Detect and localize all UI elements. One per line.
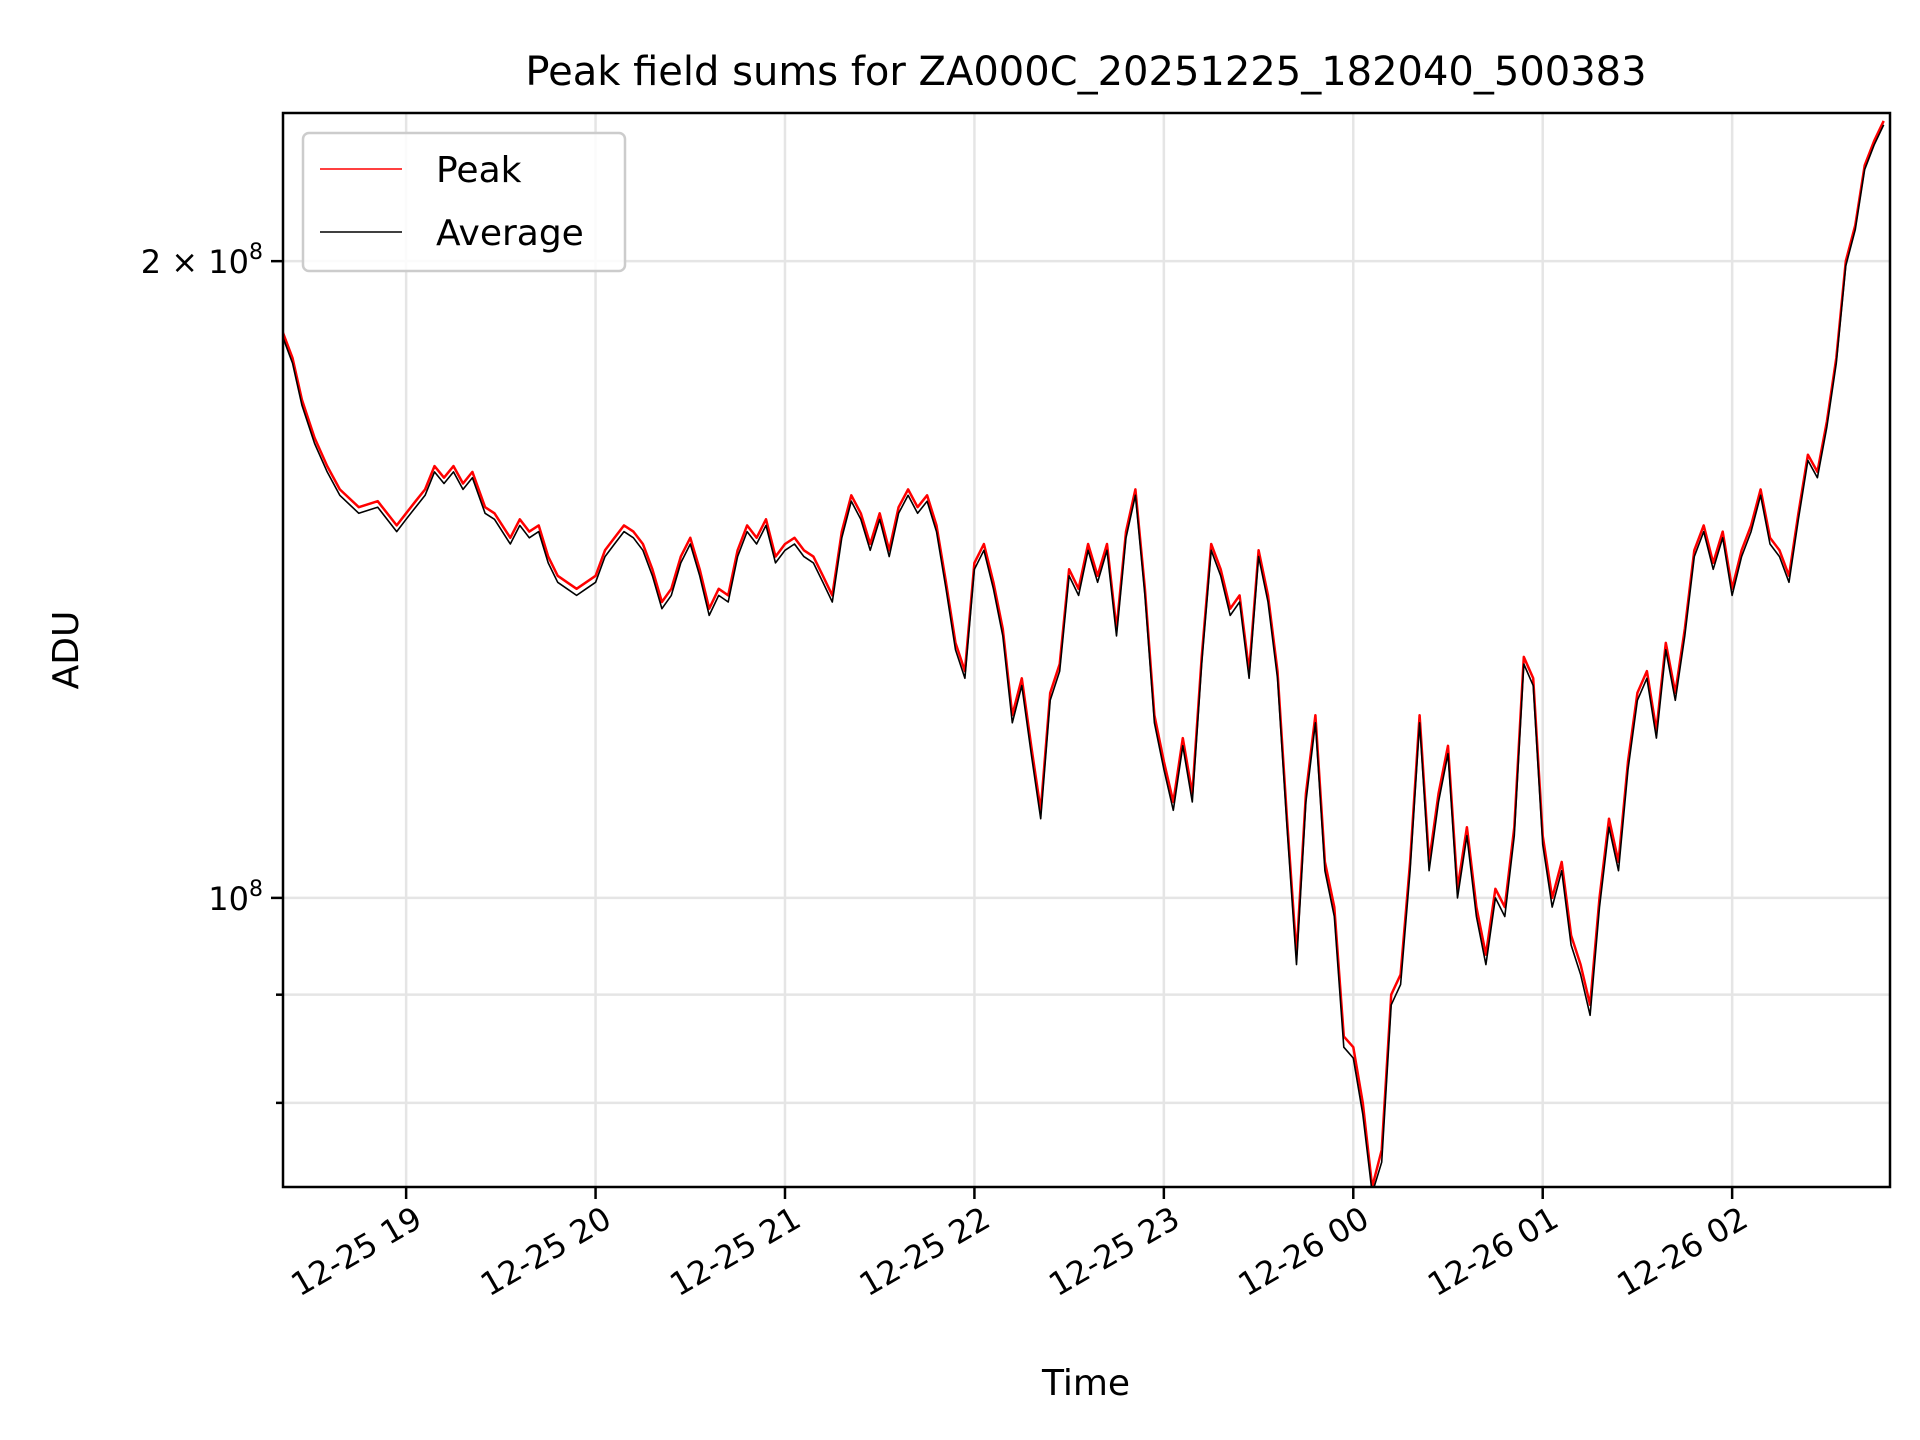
y-axis-label: ADU [46, 611, 87, 690]
legend-label-peak: Peak [436, 150, 522, 191]
plot-frame [281, 111, 1892, 1189]
y-tick-label: 2 × 108 [141, 240, 263, 281]
series-layer [283, 120, 1885, 1187]
legend-box [301, 131, 627, 273]
legend: Peak Average [301, 131, 627, 273]
chart-title: Peak field sums for ZA000C_20251225_1820… [525, 49, 1646, 95]
legend-label-average: Average [436, 213, 584, 254]
x-axis-label: Time [1041, 1363, 1130, 1404]
grid [283, 113, 1890, 1187]
y-axis: 108 2 × 108 [141, 240, 283, 1105]
series-line-average [283, 124, 1885, 1187]
y-tick-label: 108 [208, 877, 263, 918]
